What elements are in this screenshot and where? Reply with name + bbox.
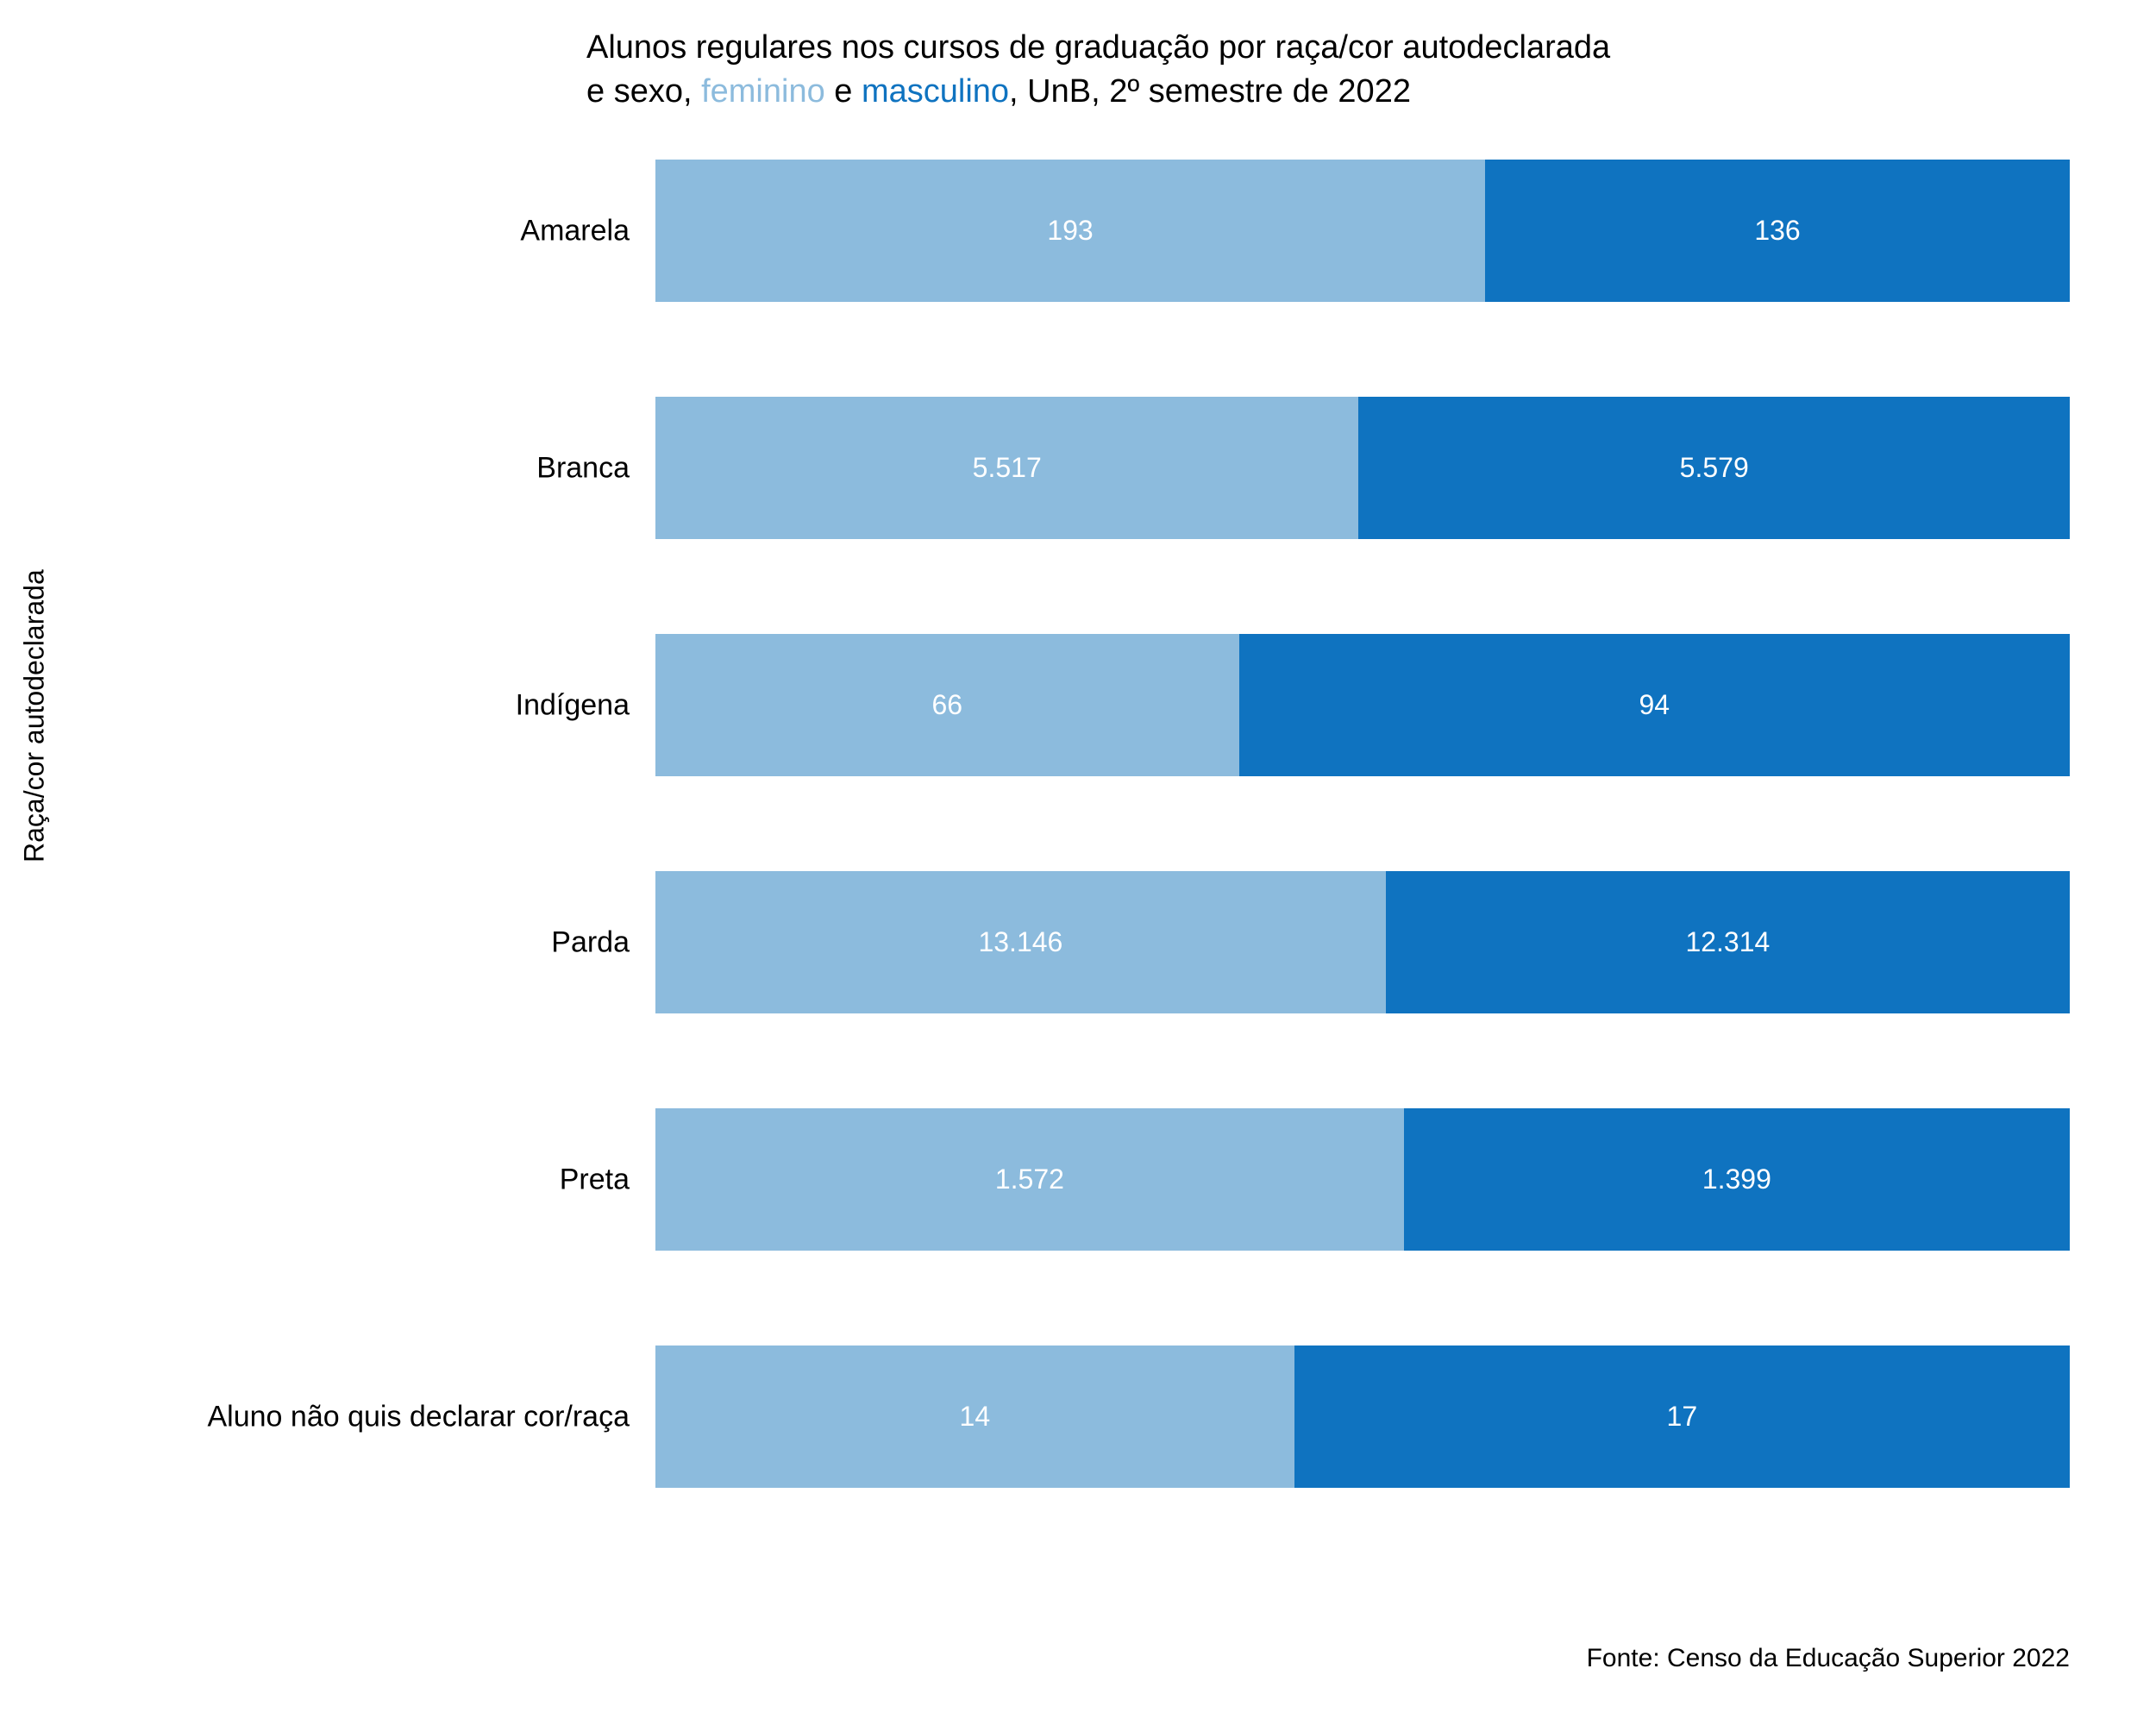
category-label: Branca: [26, 451, 630, 485]
bar-row: Branca5.5175.579: [655, 397, 2070, 539]
bar-row: Amarela193136: [655, 160, 2070, 302]
chart-container: Alunos regulares nos cursos de graduação…: [0, 0, 2156, 1725]
category-label: Preta: [26, 1163, 630, 1196]
bar-masculino: 17: [1294, 1346, 2070, 1488]
title-feminino-word: feminino: [701, 73, 825, 110]
bar-value-masculino: 1.399: [1702, 1164, 1771, 1195]
bar-feminino: 13.146: [655, 871, 1386, 1013]
bar-value-masculino: 94: [1639, 689, 1670, 721]
bar-feminino: 1.572: [655, 1108, 1404, 1251]
bar-value-masculino: 17: [1667, 1401, 1698, 1433]
bar-value-feminino: 66: [931, 689, 962, 721]
bar-row: Parda13.14612.314: [655, 871, 2070, 1013]
source-caption: Fonte: Censo da Educação Superior 2022: [1587, 1644, 2070, 1673]
bar-masculino: 94: [1239, 634, 2071, 776]
bar-masculino: 5.579: [1358, 397, 2070, 539]
bar-row: Preta1.5721.399: [655, 1108, 2070, 1251]
bar-feminino: 5.517: [655, 397, 1358, 539]
category-label: Amarela: [26, 214, 630, 248]
bar-value-masculino: 136: [1754, 215, 1800, 247]
bar-row: Aluno não quis declarar cor/raça1417: [655, 1346, 2070, 1488]
bar-feminino: 14: [655, 1346, 1294, 1488]
bar-masculino: 12.314: [1386, 871, 2070, 1013]
bar-value-feminino: 13.146: [978, 926, 1062, 958]
title-text-mid: e: [825, 73, 862, 110]
chart-title: Alunos regulares nos cursos de graduação…: [586, 26, 1610, 115]
bar-value-feminino: 193: [1047, 215, 1093, 247]
bar-feminino: 193: [655, 160, 1485, 302]
bar-masculino: 136: [1485, 160, 2070, 302]
category-label: Indígena: [26, 688, 630, 722]
bar-value-masculino: 5.579: [1680, 452, 1749, 484]
bar-feminino: 66: [655, 634, 1239, 776]
title-masculino-word: masculino: [862, 73, 1009, 110]
category-label: Aluno não quis declarar cor/raça: [26, 1400, 630, 1433]
category-label: Parda: [26, 925, 630, 959]
bar-row: Indígena6694: [655, 634, 2070, 776]
plot-area: Amarela193136Branca5.5175.579Indígena669…: [655, 160, 2070, 1574]
bar-masculino: 1.399: [1404, 1108, 2070, 1251]
bar-value-feminino: 14: [960, 1401, 991, 1433]
bar-value-masculino: 12.314: [1685, 926, 1770, 958]
bar-value-feminino: 1.572: [995, 1164, 1064, 1195]
bar-value-feminino: 5.517: [973, 452, 1042, 484]
title-text-post: , UnB, 2º semestre de 2022: [1009, 73, 1411, 110]
